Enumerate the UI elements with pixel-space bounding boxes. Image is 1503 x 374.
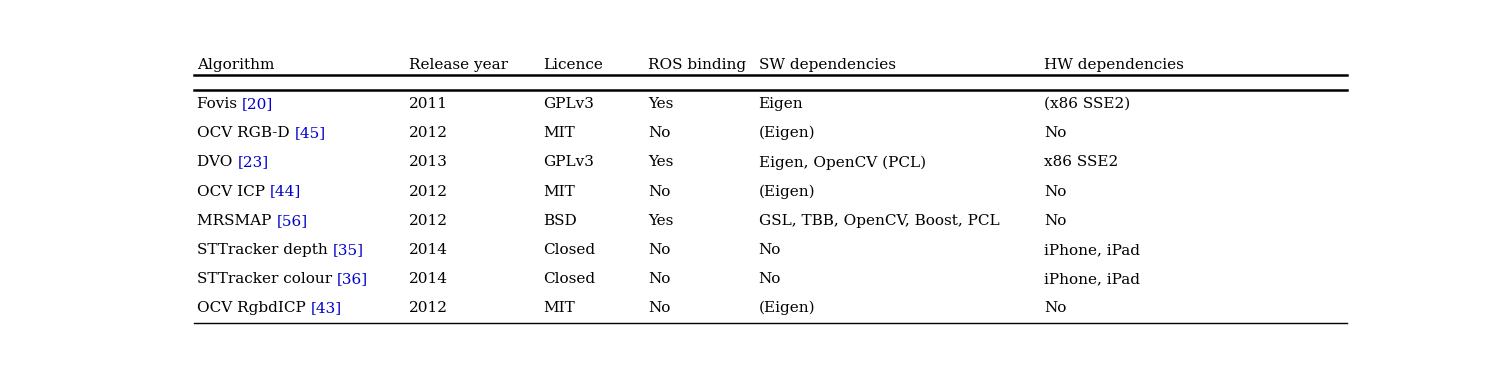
Text: Yes: Yes — [648, 156, 673, 169]
Text: Closed: Closed — [543, 243, 595, 257]
Text: GSL, TBB, OpenCV, Boost, PCL: GSL, TBB, OpenCV, Boost, PCL — [759, 214, 999, 228]
Text: No: No — [648, 301, 670, 315]
Text: DVO: DVO — [197, 156, 237, 169]
Text: No: No — [1045, 185, 1067, 199]
Text: Closed: Closed — [543, 272, 595, 286]
Text: No: No — [648, 272, 670, 286]
Text: MIT: MIT — [543, 301, 574, 315]
Text: 2014: 2014 — [409, 272, 448, 286]
Text: GPLv3: GPLv3 — [543, 97, 594, 111]
Text: 2014: 2014 — [409, 243, 448, 257]
Text: MRSMAP: MRSMAP — [197, 214, 277, 228]
Text: BSD: BSD — [543, 214, 577, 228]
Text: No: No — [1045, 126, 1067, 140]
Text: No: No — [648, 243, 670, 257]
Text: [36]: [36] — [337, 272, 368, 286]
Text: 2012: 2012 — [409, 214, 448, 228]
Text: Licence: Licence — [543, 58, 603, 72]
Text: STTracker colour: STTracker colour — [197, 272, 337, 286]
Text: Fovis: Fovis — [197, 97, 242, 111]
Text: 2011: 2011 — [409, 97, 448, 111]
Text: x86 SSE2: x86 SSE2 — [1045, 156, 1118, 169]
Text: 2012: 2012 — [409, 185, 448, 199]
Text: Eigen: Eigen — [759, 97, 803, 111]
Text: OCV ICP: OCV ICP — [197, 185, 271, 199]
Text: (x86 SSE2): (x86 SSE2) — [1045, 97, 1130, 111]
Text: No: No — [1045, 301, 1067, 315]
Text: Eigen, OpenCV (PCL): Eigen, OpenCV (PCL) — [759, 155, 926, 169]
Text: (Eigen): (Eigen) — [759, 126, 815, 141]
Text: [44]: [44] — [271, 185, 301, 199]
Text: MIT: MIT — [543, 126, 574, 140]
Text: 2012: 2012 — [409, 301, 448, 315]
Text: No: No — [648, 126, 670, 140]
Text: OCV RgbdICP: OCV RgbdICP — [197, 301, 311, 315]
Text: OCV RGB-D: OCV RGB-D — [197, 126, 295, 140]
Text: 2013: 2013 — [409, 156, 448, 169]
Text: STTracker depth: STTracker depth — [197, 243, 332, 257]
Text: ROS binding: ROS binding — [648, 58, 745, 72]
Text: Yes: Yes — [648, 97, 673, 111]
Text: No: No — [759, 272, 782, 286]
Text: GPLv3: GPLv3 — [543, 156, 594, 169]
Text: [45]: [45] — [295, 126, 326, 140]
Text: Release year: Release year — [409, 58, 508, 72]
Text: No: No — [759, 243, 782, 257]
Text: (Eigen): (Eigen) — [759, 184, 815, 199]
Text: iPhone, iPad: iPhone, iPad — [1045, 243, 1139, 257]
Text: 2012: 2012 — [409, 126, 448, 140]
Text: [35]: [35] — [332, 243, 364, 257]
Text: (Eigen): (Eigen) — [759, 301, 815, 315]
Text: No: No — [1045, 214, 1067, 228]
Text: No: No — [648, 185, 670, 199]
Text: [56]: [56] — [277, 214, 308, 228]
Text: [20]: [20] — [242, 97, 274, 111]
Text: Algorithm: Algorithm — [197, 58, 275, 72]
Text: [23]: [23] — [237, 156, 269, 169]
Text: HW dependencies: HW dependencies — [1045, 58, 1184, 72]
Text: [43]: [43] — [311, 301, 343, 315]
Text: iPhone, iPad: iPhone, iPad — [1045, 272, 1139, 286]
Text: MIT: MIT — [543, 185, 574, 199]
Text: SW dependencies: SW dependencies — [759, 58, 896, 72]
Text: Yes: Yes — [648, 214, 673, 228]
